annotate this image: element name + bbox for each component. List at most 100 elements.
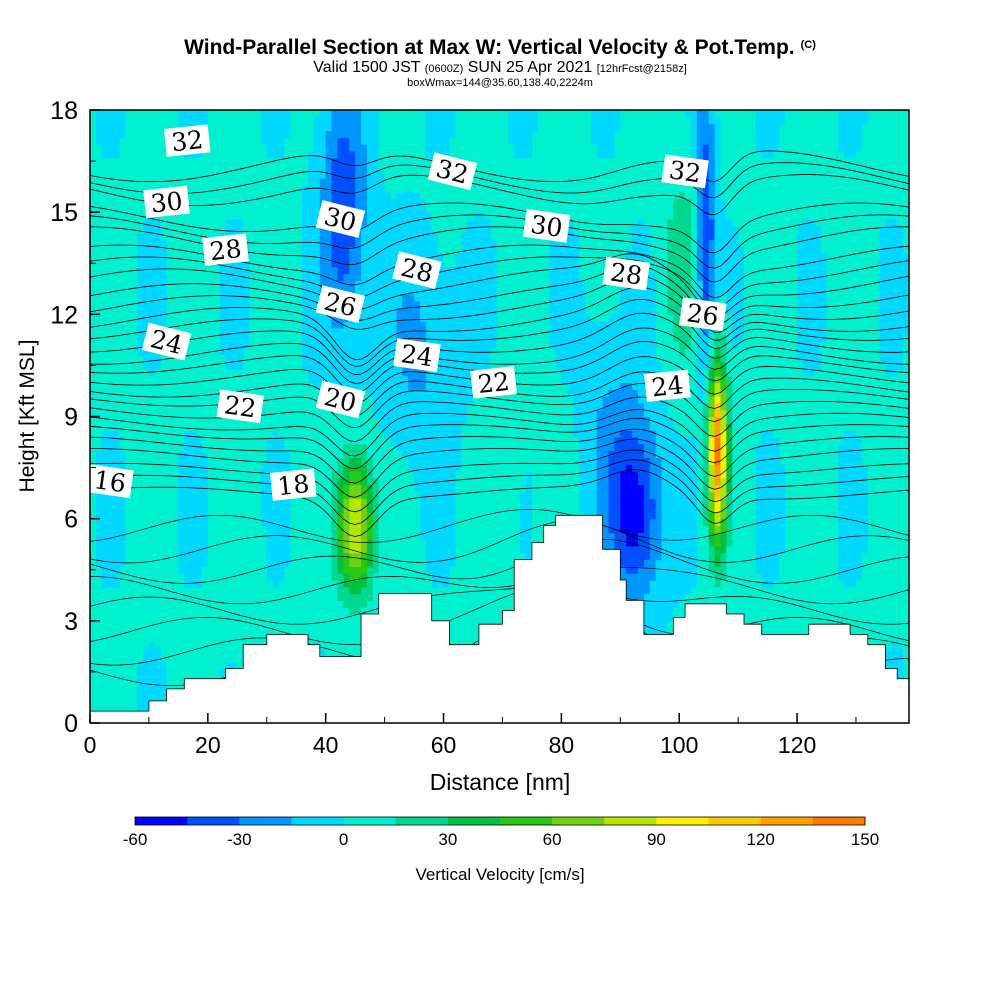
field-cell [290,579,297,588]
field-cell [443,505,451,513]
field-cell [649,484,657,493]
field-cell [797,579,804,588]
field-cell [143,668,150,676]
field-cell [384,518,392,527]
field-cell [414,579,421,588]
field-cell [850,579,857,588]
field-cell [502,586,509,595]
field-cell [690,477,698,486]
field-cell [885,634,892,642]
field-cell [632,593,639,601]
field-cell [779,579,786,588]
field-cell [372,566,380,574]
field-cell [720,579,727,588]
field-cell [137,484,144,493]
field-cell [773,600,780,608]
field-cell [655,539,663,547]
field-cell [526,491,533,499]
field-cell [738,525,745,533]
field-cell [808,600,816,608]
field-cell [95,607,103,615]
field-cell [331,566,339,574]
field-cell [490,484,498,493]
field-cell [296,614,303,622]
field-cell [125,654,132,663]
field-cell [472,484,480,493]
field-cell [419,539,427,547]
field-cell [313,573,321,581]
field-cell [237,518,244,527]
field-cell [802,477,810,486]
field-cell [779,525,786,533]
field-cell [643,477,651,486]
field-cell [832,614,839,622]
field-cell [867,634,875,642]
field-cell [467,498,474,506]
field-cell [143,477,150,486]
field-cell [791,518,798,527]
field-cell [867,491,875,499]
field-cell [237,641,244,649]
field-cell [137,477,144,486]
field-cell [95,579,103,588]
field-cell [844,573,851,581]
field-cell [873,511,881,520]
field-cell [284,614,291,622]
field-cell [708,505,716,513]
field-cell [690,511,698,520]
field-cell [808,607,816,615]
field-cell [826,559,833,567]
field-cell [655,566,663,574]
field-cell [708,552,716,561]
field-cell [850,518,857,527]
field-cell [337,579,344,588]
field-cell [873,545,881,554]
field-cell [148,484,156,493]
field-cell [526,511,533,520]
field-cell [855,614,863,622]
field-cell [685,511,692,520]
field-cell [284,607,291,615]
field-cell [472,539,480,547]
field-cell [749,607,757,615]
field-cell [390,532,397,540]
field-cell [131,641,138,649]
field-cell [543,477,551,486]
field-cell [484,511,492,520]
field-cell [143,682,150,690]
field-cell [508,505,515,513]
field-cell [431,573,439,581]
field-cell [284,566,291,574]
field-cell [219,545,227,554]
field-cell [101,641,109,649]
field-cell [361,559,368,567]
field-cell [237,614,244,622]
field-cell [119,607,126,615]
field-cell [637,477,645,486]
field-cell [355,614,362,622]
field-cell [838,566,845,574]
field-cell [125,620,132,629]
field-cell [166,607,174,615]
field-cell [832,532,839,540]
field-cell [107,627,115,636]
field-cell [119,682,126,690]
field-cell [296,559,303,567]
field-cell [879,498,887,506]
field-cell [325,545,333,554]
field-cell [820,566,828,574]
field-cell [207,539,215,547]
field-cell [243,505,250,513]
field-cell [508,586,515,595]
field-cell [237,498,244,506]
field-cell [508,545,515,554]
field-cell [490,477,498,486]
field-cell [349,634,356,642]
field-cell [702,498,710,506]
field-cell [101,505,109,513]
field-cell [225,627,233,636]
field-cell [331,614,339,622]
field-cell [143,695,150,704]
field-cell [879,525,887,533]
field-cell [679,586,686,595]
